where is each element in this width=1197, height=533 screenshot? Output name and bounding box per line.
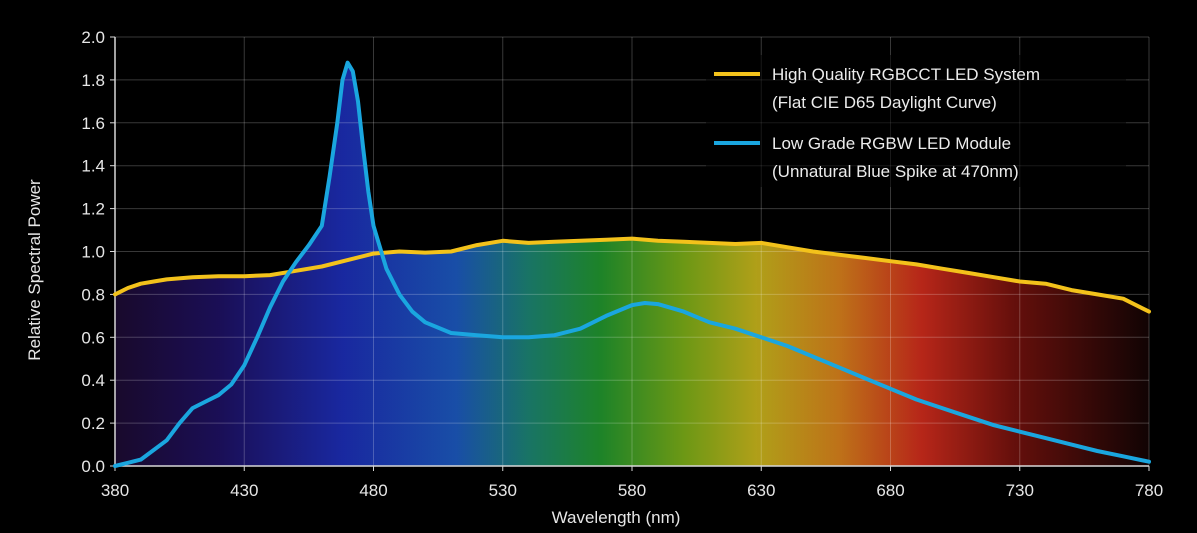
y-tick-label: 0.0: [81, 457, 105, 476]
x-tick-label: 630: [747, 481, 775, 500]
x-tick-label: 730: [1006, 481, 1034, 500]
legend-sublabel-rgbcct: (Flat CIE D65 Daylight Curve): [772, 93, 997, 112]
legend-background: [706, 55, 1126, 187]
series-line-rgbcct: [113, 236, 1151, 314]
spectrum-fill: [115, 62, 1149, 466]
y-tick-label: 1.2: [81, 200, 105, 219]
legend-label-rgbcct: High Quality RGBCCT LED System: [772, 65, 1040, 84]
y-tick-label: 1.6: [81, 114, 105, 133]
y-tick-label: 0.2: [81, 414, 105, 433]
legend-sublabel-rgbw: (Unnatural Blue Spike at 470nm): [772, 162, 1019, 181]
y-axis-title: Relative Spectral Power: [25, 179, 44, 361]
y-tick-label: 0.4: [81, 371, 105, 390]
x-tick-label: 380: [101, 481, 129, 500]
x-tick-label: 430: [230, 481, 258, 500]
y-tick-label: 1.8: [81, 71, 105, 90]
x-tick-label: 580: [618, 481, 646, 500]
x-tick-label: 680: [876, 481, 904, 500]
series-line-rgbw: [113, 60, 1151, 468]
x-tick-label: 780: [1135, 481, 1163, 500]
series-lines: [113, 60, 1151, 468]
y-tick-label: 0.8: [81, 285, 105, 304]
x-tick-label: 530: [489, 481, 517, 500]
y-tick-label: 2.0: [81, 28, 105, 47]
legend-label-rgbw: Low Grade RGBW LED Module: [772, 134, 1011, 153]
y-tick-label: 1.4: [81, 157, 105, 176]
x-tick-label: 480: [359, 481, 387, 500]
legend: High Quality RGBCCT LED System (Flat CIE…: [706, 55, 1126, 187]
x-axis-title: Wavelength (nm): [552, 508, 681, 527]
axes: 380 430 480 530 580 630 680 730 780 0.0 0.2 0.4 0.6 0…: [81, 28, 1163, 500]
y-tick-label: 1.0: [81, 243, 105, 262]
y-tick-label: 0.6: [81, 328, 105, 347]
spectrum-area: [115, 62, 1149, 466]
